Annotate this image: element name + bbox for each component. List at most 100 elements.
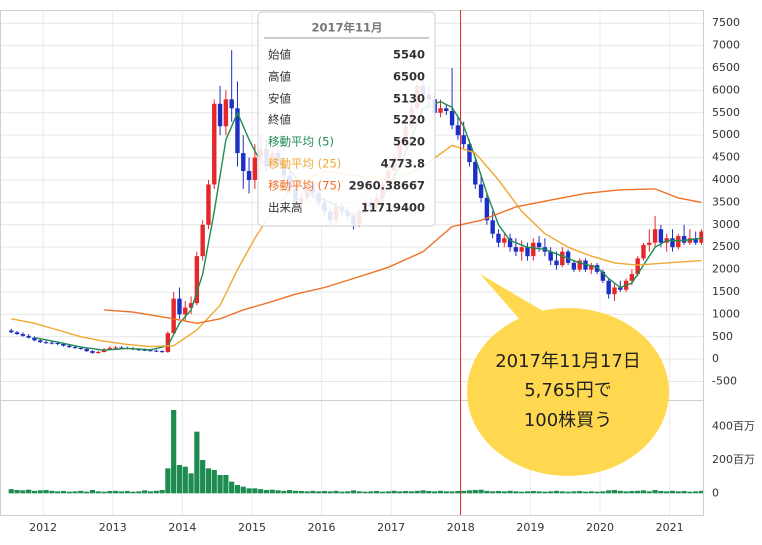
y-tick-label: 4500 bbox=[712, 151, 740, 164]
x-tick-label: 2020 bbox=[586, 521, 614, 534]
volume-bar bbox=[211, 470, 217, 494]
candle-body bbox=[594, 265, 600, 272]
tooltip-value: 5130 bbox=[393, 92, 425, 106]
volume-bar bbox=[159, 490, 165, 494]
volume-bar bbox=[223, 475, 229, 494]
tooltip-value: 11719400 bbox=[361, 201, 425, 215]
x-tick-label: 2017 bbox=[377, 521, 405, 534]
volume-bar bbox=[37, 490, 43, 494]
candle-body bbox=[548, 251, 553, 261]
y-tick-label: 3000 bbox=[712, 218, 740, 231]
volume-bar bbox=[588, 491, 594, 494]
candle-body bbox=[618, 287, 623, 290]
volume-bar bbox=[205, 468, 212, 494]
tooltip-label: 移動平均 (5) bbox=[268, 135, 334, 149]
volume-bar bbox=[513, 491, 519, 494]
candle-body bbox=[519, 247, 524, 252]
tooltip-value: 5540 bbox=[393, 48, 425, 62]
volume-bar bbox=[629, 491, 635, 494]
candle-body bbox=[32, 337, 37, 341]
volume-bar bbox=[89, 490, 96, 494]
volume-tick-label: 400百万 bbox=[712, 420, 755, 433]
candle-body bbox=[235, 108, 240, 154]
candle-body bbox=[531, 242, 536, 257]
volume-bar bbox=[72, 491, 78, 494]
candle-body bbox=[693, 238, 698, 243]
tooltip-value: 2960.38667 bbox=[349, 179, 425, 193]
volume-bar bbox=[536, 491, 542, 494]
candle-body bbox=[200, 224, 205, 257]
candle-body bbox=[467, 144, 472, 163]
volume-bar bbox=[397, 491, 403, 494]
candle-body bbox=[223, 99, 229, 127]
candle-body bbox=[136, 349, 142, 351]
tooltip-label: 出来高 bbox=[268, 201, 303, 215]
tooltip-value: 6500 bbox=[393, 70, 425, 84]
x-tick-label: 2019 bbox=[516, 521, 544, 534]
candle-body bbox=[473, 162, 478, 185]
y-tick-label: 6000 bbox=[712, 83, 740, 96]
y-tick-label: 1000 bbox=[712, 307, 740, 320]
candle-body bbox=[652, 229, 658, 243]
volume-bar bbox=[26, 489, 32, 494]
volume-bar bbox=[693, 491, 699, 494]
callout-tail bbox=[480, 274, 548, 322]
volume-bar bbox=[472, 490, 478, 494]
volume-bar bbox=[443, 491, 449, 494]
volume-bar bbox=[391, 490, 397, 494]
candle-body bbox=[629, 274, 635, 281]
y-tick-label: -500 bbox=[712, 375, 737, 388]
volume-bar bbox=[374, 491, 380, 494]
volume-bar bbox=[310, 490, 316, 494]
x-tick-label: 2014 bbox=[168, 521, 196, 534]
volume-tick-label: 200百万 bbox=[712, 453, 755, 466]
volume-bar bbox=[362, 491, 368, 494]
volume-tick-label: 0 bbox=[712, 486, 719, 499]
volume-bar bbox=[84, 491, 90, 494]
callout-text: 5,765円で bbox=[524, 380, 612, 401]
volume-bar bbox=[524, 491, 531, 494]
volume-bar bbox=[8, 489, 14, 494]
volume-bar bbox=[687, 491, 693, 494]
volume-bar bbox=[14, 490, 20, 494]
volume-bar bbox=[542, 491, 548, 494]
candle-body bbox=[188, 303, 194, 308]
candle-body bbox=[513, 247, 519, 252]
y-tick-label: 5500 bbox=[712, 106, 740, 119]
candle-body bbox=[612, 287, 617, 295]
volume-bar bbox=[611, 490, 618, 494]
candle-body bbox=[647, 242, 652, 245]
volume-bar bbox=[617, 490, 623, 494]
tooltip-label: 安値 bbox=[268, 92, 291, 106]
x-tick-label: 2016 bbox=[308, 521, 336, 534]
candle-body bbox=[577, 260, 582, 270]
candle-body bbox=[658, 229, 664, 243]
volume-bar bbox=[298, 491, 304, 494]
candle-body bbox=[183, 307, 188, 315]
volume-bar bbox=[258, 489, 264, 494]
x-tick-label: 2013 bbox=[99, 521, 127, 534]
y-tick-label: 7000 bbox=[712, 39, 740, 52]
volume-bar bbox=[188, 473, 194, 494]
volume-bar bbox=[275, 490, 281, 494]
candle-body bbox=[583, 260, 588, 270]
tooltip-value: 4773.8 bbox=[381, 157, 425, 171]
volume-bar bbox=[60, 491, 67, 494]
volume-bar bbox=[426, 491, 432, 494]
volume-bar bbox=[484, 490, 490, 494]
volume-bar bbox=[153, 490, 159, 494]
volume-bar bbox=[217, 475, 223, 494]
candle-body bbox=[61, 343, 66, 346]
volume-bar bbox=[623, 491, 629, 494]
candle-body bbox=[84, 348, 89, 352]
volume-bar bbox=[20, 490, 26, 494]
volume-bar bbox=[252, 488, 258, 494]
tooltip-label: 終値 bbox=[268, 113, 291, 127]
volume-bar bbox=[548, 491, 554, 494]
volume-bar bbox=[165, 468, 171, 494]
y-tick-label: 2000 bbox=[712, 263, 740, 276]
candle-body bbox=[107, 347, 113, 350]
volume-bar bbox=[43, 490, 49, 494]
y-tick-label: 7500 bbox=[712, 16, 740, 29]
volume-bar bbox=[577, 491, 583, 494]
